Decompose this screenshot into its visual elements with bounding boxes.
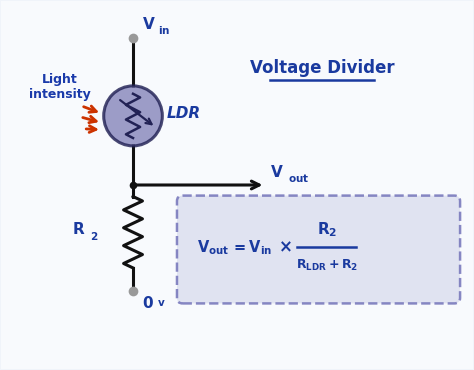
Text: $\mathbf{R_2}$: $\mathbf{R_2}$ xyxy=(317,221,337,239)
Text: $\mathbf{v}$: $\mathbf{v}$ xyxy=(156,298,165,308)
Text: $\mathbf{V}$: $\mathbf{V}$ xyxy=(270,164,284,181)
Text: $\mathbf{\times}$: $\mathbf{\times}$ xyxy=(278,238,292,256)
Text: Light
intensity: Light intensity xyxy=(29,73,91,101)
Text: $\mathbf{2}$: $\mathbf{2}$ xyxy=(90,230,99,242)
FancyBboxPatch shape xyxy=(177,196,460,303)
Text: $\mathbf{= V_{in}}$: $\mathbf{= V_{in}}$ xyxy=(231,238,272,256)
Text: $\mathbf{V_{out}}$: $\mathbf{V_{out}}$ xyxy=(197,238,229,256)
Text: $\mathbf{0}$: $\mathbf{0}$ xyxy=(142,295,154,311)
Text: $\mathbf{in}$: $\mathbf{in}$ xyxy=(157,24,170,36)
Text: $\mathbf{V}$: $\mathbf{V}$ xyxy=(142,16,155,32)
Text: LDR: LDR xyxy=(167,106,201,121)
Ellipse shape xyxy=(104,86,162,146)
Text: Voltage Divider: Voltage Divider xyxy=(250,58,394,77)
Text: $\mathbf{out}$: $\mathbf{out}$ xyxy=(288,172,309,184)
Text: $\mathbf{R_{LDR}+R_2}$: $\mathbf{R_{LDR}+R_2}$ xyxy=(296,258,358,273)
Text: $\mathbf{R}$: $\mathbf{R}$ xyxy=(72,221,85,236)
